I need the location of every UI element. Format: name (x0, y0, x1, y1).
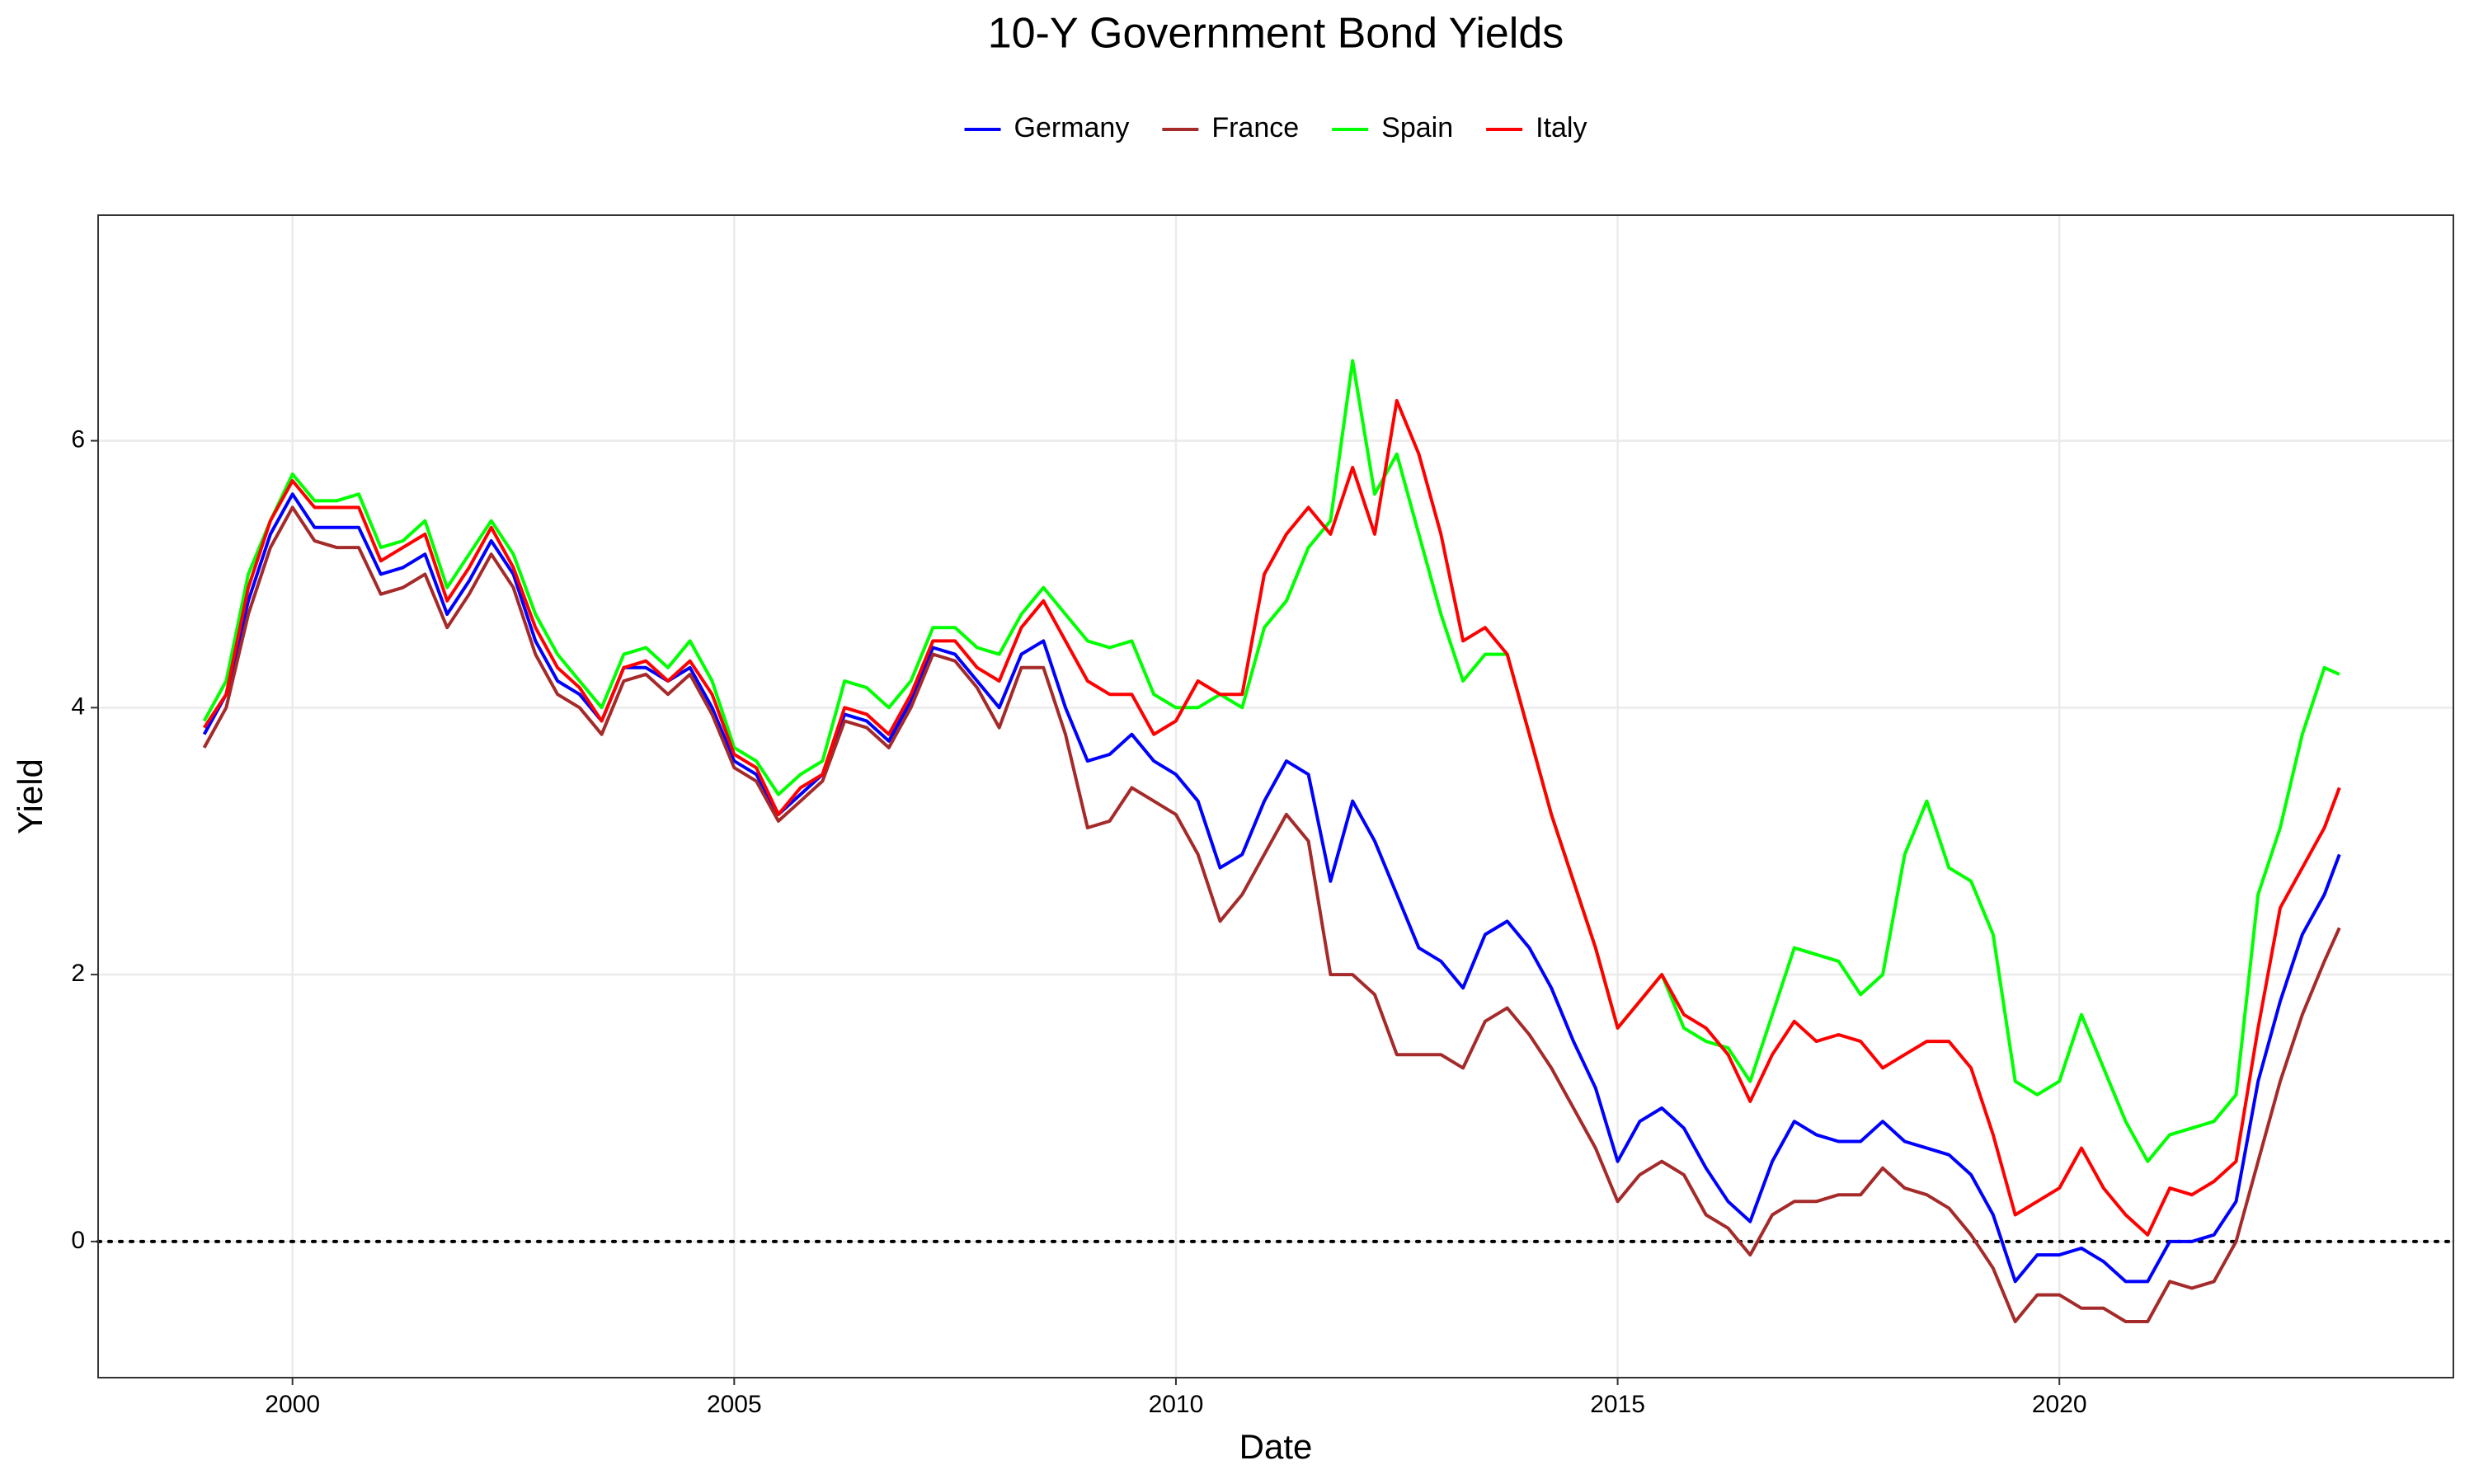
legend-label: Italy (1536, 112, 1587, 143)
x-axis-label: Date (1239, 1427, 1313, 1466)
y-tick-label: 4 (71, 693, 85, 720)
chart-title: 10-Y Government Bond Yields (988, 10, 1564, 58)
y-tick-label: 6 (71, 426, 85, 453)
legend-label: Germany (1014, 112, 1130, 143)
y-tick-label: 2 (71, 960, 85, 987)
series-line (202, 505, 2341, 1323)
x-tick-label: 2020 (2032, 1391, 2087, 1418)
plot-border (97, 214, 2454, 1378)
series-line (202, 399, 2341, 1237)
legend-label: Spain (1381, 112, 1453, 143)
y-axis-label: Yield (11, 758, 49, 834)
x-tick-label: 2005 (707, 1391, 762, 1418)
y-tick-label: 0 (71, 1227, 85, 1254)
legend-label: France (1211, 112, 1299, 143)
x-tick-label: 2010 (1149, 1391, 1204, 1418)
series-line (202, 492, 2341, 1284)
series-line (202, 359, 2340, 1163)
x-tick-label: 2000 (265, 1391, 320, 1418)
x-tick-label: 2015 (1590, 1391, 1645, 1418)
